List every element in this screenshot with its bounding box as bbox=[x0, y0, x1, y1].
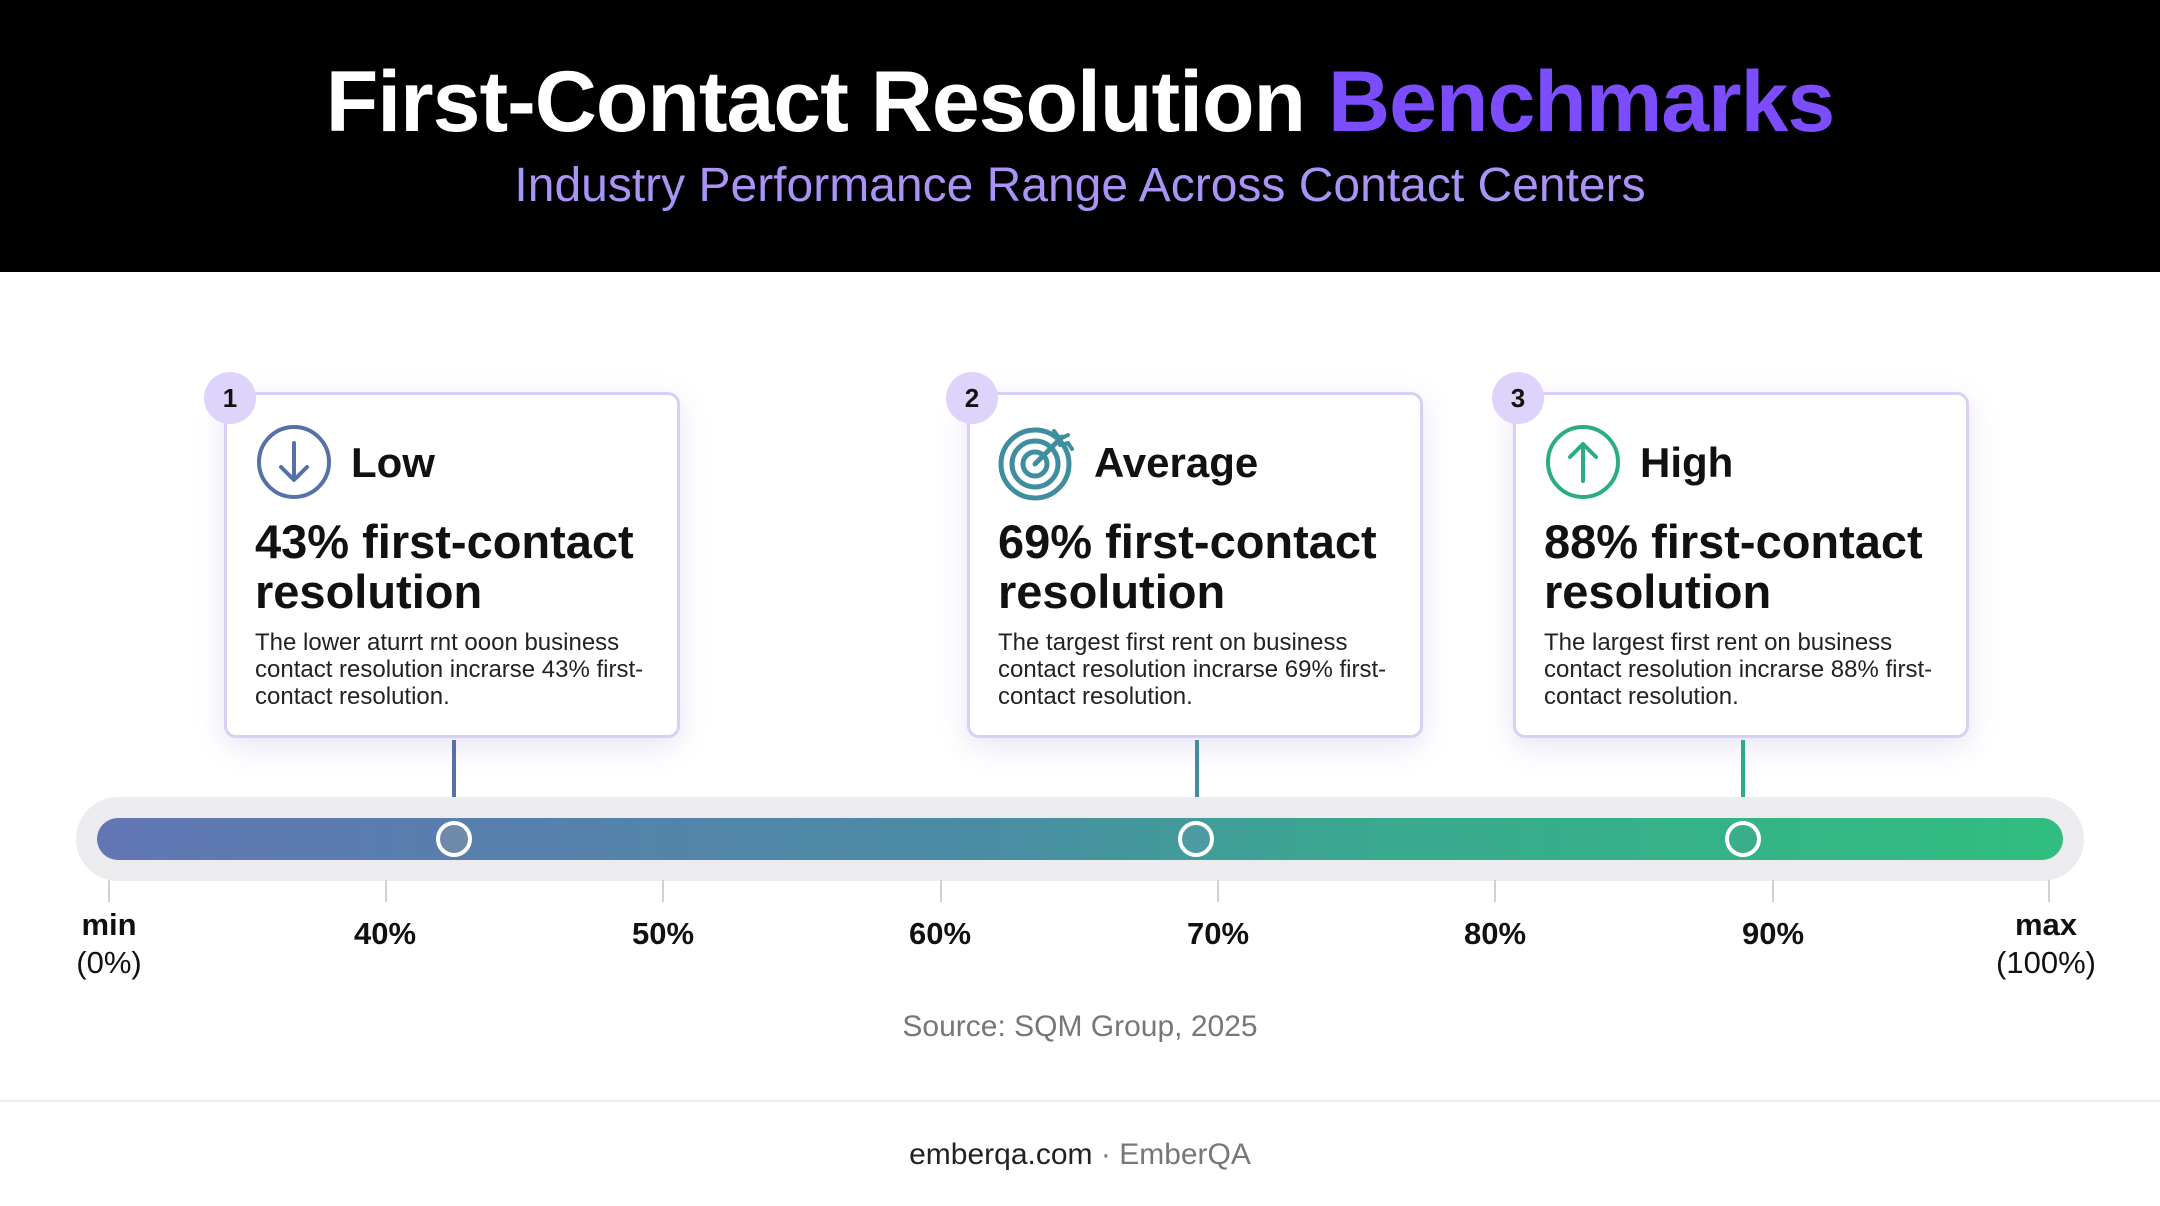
card-label-low: Low bbox=[351, 439, 435, 486]
card-value-high: 88% first-contact resolution bbox=[1544, 515, 1923, 618]
tick-label-50: 50% bbox=[631, 916, 695, 951]
min-label: min bbox=[81, 907, 137, 942]
marker-high bbox=[1725, 821, 1761, 857]
card-description-low: The lower aturrt rnt ooon business conta… bbox=[255, 629, 644, 710]
max-value: (100%) bbox=[1996, 945, 2096, 980]
tick-label-40: 40% bbox=[353, 916, 417, 951]
scale-min-label: min (0%) bbox=[29, 906, 189, 982]
tick-50 bbox=[662, 880, 664, 902]
tick-90 bbox=[1772, 880, 1774, 902]
marker-low bbox=[436, 821, 472, 857]
scale-max-label: max (100%) bbox=[1966, 906, 2126, 982]
tick-label-60: 60% bbox=[908, 916, 972, 951]
card-high: High 88% first-contact resolution The la… bbox=[1513, 392, 1969, 738]
badge-number-2: 2 bbox=[946, 372, 998, 424]
card-value-average: 69% first-contact resolution bbox=[998, 515, 1377, 618]
footer: emberqa.com · EmberQA bbox=[0, 1138, 2160, 1172]
page-title: First-Contact Resolution Benchmarks bbox=[0, 52, 2160, 152]
header-banner: First-Contact Resolution Benchmarks Indu… bbox=[0, 0, 2160, 272]
footer-separator: · bbox=[1092, 1138, 1120, 1171]
arrow-down-circle-icon bbox=[257, 425, 331, 499]
tick-label-80: 80% bbox=[1463, 916, 1527, 951]
min-value: (0%) bbox=[76, 945, 142, 980]
page-subtitle: Industry Performance Range Across Contac… bbox=[514, 159, 1646, 212]
connector-high bbox=[1741, 740, 1745, 838]
tick-80 bbox=[1494, 880, 1496, 902]
tick-60 bbox=[940, 880, 942, 902]
title-main: First-Contact Resolution bbox=[325, 54, 1306, 150]
max-label: max bbox=[2014, 907, 2078, 942]
connector-average bbox=[1195, 740, 1199, 838]
footer-divider bbox=[0, 1100, 2160, 1102]
tick-max bbox=[2048, 880, 2050, 902]
card-label-high: High bbox=[1640, 439, 1734, 486]
title-accent: Benchmarks bbox=[1327, 54, 1835, 150]
tick-label-90: 90% bbox=[1741, 916, 1805, 951]
tick-label-70: 70% bbox=[1186, 916, 1250, 951]
card-average: Average 69% first-contact resolution The… bbox=[967, 392, 1423, 738]
tick-40 bbox=[385, 880, 387, 902]
card-description-high: The largest first rent on business conta… bbox=[1544, 629, 1933, 710]
card-description-average: The targest first rent on business conta… bbox=[998, 629, 1387, 710]
card-low: Low 43% first-contact resolution The low… bbox=[224, 392, 680, 738]
marker-average bbox=[1178, 821, 1214, 857]
arrow-up-circle-icon bbox=[1546, 425, 1620, 499]
tick-70 bbox=[1217, 880, 1219, 902]
card-label-average: Average bbox=[1094, 439, 1259, 486]
badge-number-1: 1 bbox=[204, 372, 256, 424]
connector-low bbox=[452, 740, 456, 838]
card-value-low: 43% first-contact resolution bbox=[255, 515, 634, 618]
footer-site-link[interactable]: emberqa.com bbox=[909, 1138, 1093, 1171]
footer-brand: EmberQA bbox=[1119, 1138, 1251, 1171]
target-icon bbox=[998, 427, 1074, 501]
badge-number-3: 3 bbox=[1492, 372, 1544, 424]
tick-min bbox=[108, 880, 110, 902]
source-note: Source: SQM Group, 2025 bbox=[902, 1010, 1258, 1043]
gradient-scale-bar bbox=[97, 818, 2063, 860]
